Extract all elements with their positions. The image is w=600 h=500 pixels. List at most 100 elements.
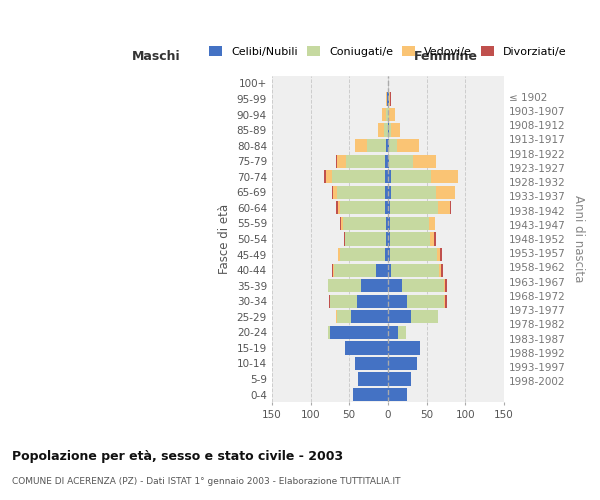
Bar bbox=[376, 264, 388, 276]
Bar bbox=[390, 248, 437, 261]
Bar bbox=[390, 232, 430, 245]
Bar bbox=[346, 154, 385, 168]
Bar bbox=[332, 186, 333, 199]
Bar bbox=[389, 139, 397, 152]
Bar bbox=[340, 202, 385, 214]
Bar bbox=[382, 108, 386, 121]
Bar bbox=[388, 357, 416, 370]
Bar bbox=[353, 388, 388, 401]
Bar bbox=[384, 124, 388, 136]
Bar bbox=[325, 170, 326, 183]
Bar bbox=[388, 154, 389, 168]
Bar bbox=[411, 310, 438, 324]
Bar bbox=[385, 186, 388, 199]
Bar bbox=[450, 202, 451, 214]
Bar bbox=[407, 294, 445, 308]
Legend: Celibi/Nubili, Coniugati/e, Vedovi/e, Divorziati/e: Celibi/Nubili, Coniugati/e, Vedovi/e, Di… bbox=[205, 42, 571, 62]
Bar bbox=[445, 279, 446, 292]
Bar bbox=[333, 186, 337, 199]
Bar bbox=[329, 294, 330, 308]
Bar bbox=[389, 154, 413, 168]
Bar bbox=[388, 310, 411, 324]
Bar bbox=[388, 279, 402, 292]
Bar bbox=[344, 232, 346, 245]
Bar bbox=[338, 248, 340, 261]
Bar bbox=[390, 217, 429, 230]
Bar bbox=[385, 202, 388, 214]
Y-axis label: Anni di nascita: Anni di nascita bbox=[572, 196, 585, 282]
Bar bbox=[439, 264, 441, 276]
Text: Maschi: Maschi bbox=[131, 50, 180, 62]
Bar bbox=[386, 108, 388, 121]
Bar bbox=[328, 279, 361, 292]
Bar bbox=[388, 108, 389, 121]
Bar bbox=[388, 92, 389, 106]
Bar bbox=[386, 92, 387, 106]
Bar bbox=[388, 202, 390, 214]
Bar bbox=[334, 264, 376, 276]
Bar bbox=[430, 232, 434, 245]
Bar bbox=[386, 139, 388, 152]
Bar bbox=[385, 248, 388, 261]
Bar bbox=[434, 232, 436, 245]
Bar bbox=[355, 139, 367, 152]
Bar bbox=[336, 154, 337, 168]
Bar bbox=[358, 372, 388, 386]
Bar bbox=[328, 326, 330, 339]
Bar bbox=[445, 294, 446, 308]
Bar bbox=[391, 124, 400, 136]
Bar bbox=[440, 248, 442, 261]
Bar bbox=[388, 217, 390, 230]
Bar bbox=[388, 139, 389, 152]
Bar bbox=[337, 154, 346, 168]
Bar bbox=[388, 326, 398, 339]
Bar bbox=[389, 92, 390, 106]
Bar bbox=[390, 92, 391, 106]
Bar bbox=[326, 170, 332, 183]
Bar bbox=[351, 310, 388, 324]
Bar bbox=[388, 232, 390, 245]
Bar bbox=[436, 186, 455, 199]
Bar bbox=[332, 264, 333, 276]
Y-axis label: Fasce di età: Fasce di età bbox=[218, 204, 231, 274]
Bar bbox=[413, 154, 436, 168]
Bar bbox=[385, 170, 388, 183]
Bar bbox=[333, 264, 334, 276]
Bar bbox=[330, 326, 388, 339]
Bar bbox=[387, 92, 388, 106]
Bar bbox=[343, 217, 386, 230]
Bar bbox=[346, 342, 388, 354]
Bar bbox=[388, 388, 407, 401]
Bar bbox=[332, 170, 385, 183]
Bar bbox=[389, 108, 395, 121]
Bar bbox=[391, 186, 436, 199]
Bar bbox=[438, 202, 450, 214]
Bar bbox=[389, 124, 391, 136]
Bar bbox=[337, 186, 385, 199]
Bar bbox=[367, 139, 386, 152]
Bar bbox=[388, 124, 389, 136]
Text: Popolazione per età, sesso e stato civile - 2003: Popolazione per età, sesso e stato civil… bbox=[12, 450, 343, 463]
Bar bbox=[388, 342, 421, 354]
Bar bbox=[378, 124, 384, 136]
Bar bbox=[388, 170, 391, 183]
Bar bbox=[385, 154, 388, 168]
Bar bbox=[346, 232, 386, 245]
Bar bbox=[391, 170, 431, 183]
Bar bbox=[388, 372, 411, 386]
Bar bbox=[386, 232, 388, 245]
Bar bbox=[397, 139, 419, 152]
Bar bbox=[338, 202, 340, 214]
Bar bbox=[336, 202, 338, 214]
Bar bbox=[388, 248, 390, 261]
Bar bbox=[437, 248, 440, 261]
Bar bbox=[388, 264, 391, 276]
Bar bbox=[441, 264, 443, 276]
Bar bbox=[388, 294, 407, 308]
Bar bbox=[340, 248, 385, 261]
Bar bbox=[398, 326, 406, 339]
Bar bbox=[355, 357, 388, 370]
Bar bbox=[330, 294, 357, 308]
Bar bbox=[357, 294, 388, 308]
Bar bbox=[361, 279, 388, 292]
